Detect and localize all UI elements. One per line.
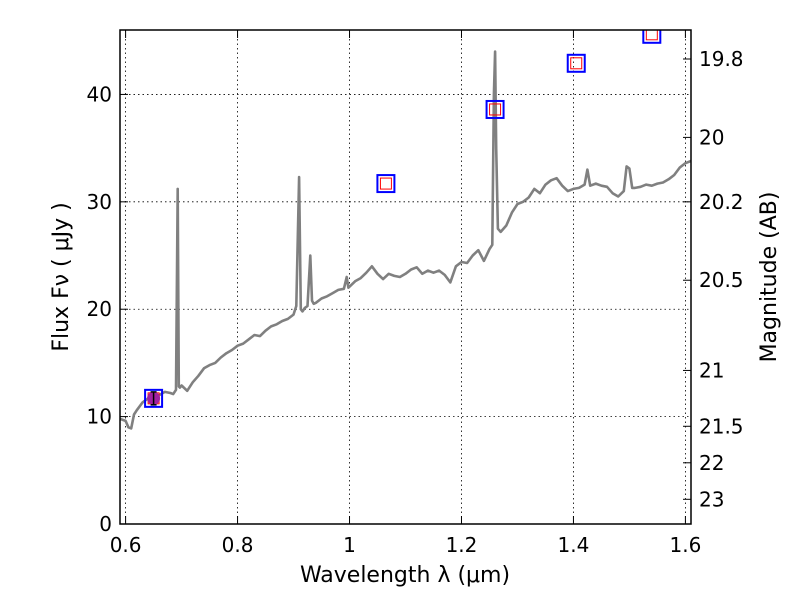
- spectrum-line: [120, 50, 691, 430]
- photometry-square-inner: [570, 57, 583, 70]
- y-tick-label: 10: [87, 405, 112, 429]
- photometry-square-inner: [379, 177, 392, 190]
- y2-tick-label: 23: [699, 487, 724, 511]
- x-tick-label: 1.2: [446, 533, 478, 557]
- y2-tick-label: 19.8: [699, 47, 744, 71]
- photometry-square-inner: [489, 103, 502, 116]
- y2-tick-label: 21: [699, 358, 724, 382]
- x-tick-label: 1.6: [669, 533, 701, 557]
- photometry-square-outer: [376, 174, 396, 194]
- y-tick-label: 30: [87, 190, 112, 214]
- axis-ticks: 0.6 0.8 1 1.2 1.4 1.6 0 10 20 30 40 19.8 20 20.2 20.5 2…: [87, 30, 744, 557]
- y-tick-label: 0: [99, 512, 112, 536]
- grid-lines: [120, 30, 691, 525]
- y-axis-title: Flux Fν ( μJy ): [49, 202, 74, 351]
- photometry-square-outer: [144, 388, 164, 408]
- y2-tick-label: 20: [699, 125, 724, 149]
- photometry-square-outer: [566, 53, 586, 73]
- photometry-square-outer: [485, 99, 505, 119]
- x-tick-label: 0.6: [110, 533, 142, 557]
- y2-tick-label: 22: [699, 451, 724, 475]
- x-axis-title: Wavelength λ (μm): [300, 563, 510, 588]
- plot-frame: [119, 29, 692, 525]
- x-tick-label: 1.4: [558, 533, 590, 557]
- y2-tick-label: 21.5: [699, 414, 744, 438]
- x-tick-label: 1: [343, 533, 356, 557]
- plot-data: [120, 30, 691, 430]
- y2-tick-label: 20.2: [699, 190, 744, 214]
- photometry-square-outer: [642, 30, 662, 44]
- x-tick-label: 0.8: [222, 533, 254, 557]
- y-tick-label: 20: [87, 297, 112, 321]
- y2-tick-label: 20.5: [699, 268, 744, 292]
- y-tick-label: 40: [87, 82, 112, 106]
- photometry-square-inner: [645, 30, 658, 41]
- y2-axis-title: Magnitude (AB): [757, 192, 782, 363]
